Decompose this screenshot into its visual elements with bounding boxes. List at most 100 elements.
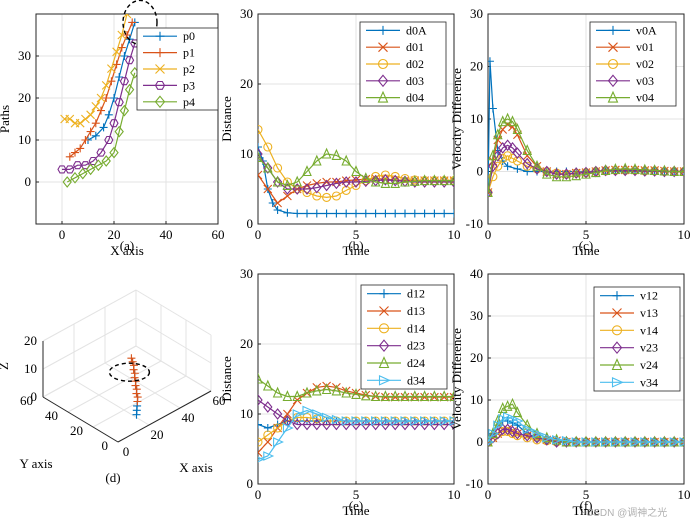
data-point-d24 xyxy=(449,390,454,402)
data-point-d0A xyxy=(268,199,277,207)
data-point-v34 xyxy=(591,437,603,447)
panel-caption: (f) xyxy=(580,498,593,513)
legend-label-d34: d34 xyxy=(407,373,425,387)
legend-marker-v14 xyxy=(611,325,623,336)
data-point-p3 xyxy=(109,119,119,128)
data-point-d14 xyxy=(273,423,283,433)
legend-marker-v01 xyxy=(608,42,618,53)
data-point-d03 xyxy=(258,148,263,160)
x-tick-label: 0 xyxy=(485,487,492,502)
data-point-d34 xyxy=(439,416,451,426)
series-layer xyxy=(57,14,140,188)
x-tick-label: 20 xyxy=(108,227,121,242)
legend-marker-v13 xyxy=(612,308,622,318)
x-tick-label: 0 xyxy=(123,444,130,459)
trajectory-point xyxy=(128,357,137,366)
wall-grid-z xyxy=(42,289,137,342)
data-point-v04 xyxy=(581,167,591,179)
z-axis-label: Z xyxy=(0,362,11,370)
data-point-d04 xyxy=(282,179,293,191)
data-point-d34 xyxy=(258,456,265,463)
data-point-d24 xyxy=(429,390,440,402)
data-point-d0A xyxy=(361,209,370,218)
data-point-d04 xyxy=(439,174,450,186)
panel-caption: (e) xyxy=(349,498,363,513)
data-point-p2 xyxy=(75,118,85,128)
data-point-p2 xyxy=(112,47,121,57)
data-point-d34 xyxy=(410,416,422,426)
data-point-v34 xyxy=(552,435,563,445)
data-point-v04 xyxy=(512,123,523,135)
data-point-d34 xyxy=(331,414,343,425)
data-point-v04 xyxy=(630,163,640,174)
watermark-text: CSDN @调神之光 xyxy=(586,506,667,519)
legend-label-d12: d12 xyxy=(407,287,425,301)
x-tick-label: 5 xyxy=(353,227,360,242)
legend-marker-p1 xyxy=(155,48,165,58)
legend-label-v0A: v0A xyxy=(636,23,657,37)
data-point-p1 xyxy=(81,136,90,144)
data-point-p3 xyxy=(119,77,130,86)
data-point-d23 xyxy=(351,418,361,431)
data-point-d13 xyxy=(430,392,439,402)
trajectory-point xyxy=(130,369,139,378)
y-tick-label: 10 xyxy=(18,132,31,147)
data-point-d03 xyxy=(292,183,302,195)
data-point-v34 xyxy=(601,437,612,447)
data-point-v04 xyxy=(551,170,562,182)
legend-marker-v0A xyxy=(608,25,618,35)
trajectory-point xyxy=(132,385,141,394)
data-point-p4 xyxy=(114,125,124,138)
data-point-v34 xyxy=(679,437,684,447)
data-point-d04 xyxy=(380,177,391,188)
data-point-d04 xyxy=(311,154,322,166)
data-point-p3 xyxy=(65,165,75,174)
data-point-p3 xyxy=(57,165,67,174)
data-point-d24 xyxy=(302,386,312,398)
data-point-p1 xyxy=(107,77,116,86)
series-layer xyxy=(258,124,454,218)
data-point-v23 xyxy=(679,436,684,448)
data-point-d0A xyxy=(283,208,292,217)
data-point-d34 xyxy=(322,412,333,423)
legend-label-p3: p3 xyxy=(183,78,195,92)
data-point-d13 xyxy=(258,448,263,457)
panel-caption: (c) xyxy=(579,238,593,253)
series-line-v04 xyxy=(488,118,684,193)
data-point-v24 xyxy=(488,435,493,447)
data-point-d0A xyxy=(430,209,439,218)
data-point-v03 xyxy=(502,139,513,152)
data-point-d13 xyxy=(390,392,400,402)
data-point-d01 xyxy=(263,184,273,194)
data-point-v01 xyxy=(493,135,503,145)
data-point-v04 xyxy=(507,115,518,127)
data-point-v04 xyxy=(571,169,582,181)
data-point-p4 xyxy=(78,167,88,180)
data-point-v03 xyxy=(649,165,660,177)
x-tick-label: 0 xyxy=(255,487,262,502)
data-point-v34 xyxy=(542,432,554,443)
legend-label-d0A: d0A xyxy=(406,23,427,37)
y-tick-label: 0 xyxy=(25,174,32,189)
data-point-d34 xyxy=(420,416,431,426)
data-point-v23 xyxy=(591,436,601,448)
data-point-d0A xyxy=(381,209,390,218)
data-point-v04 xyxy=(488,149,498,161)
data-point-d24 xyxy=(321,383,332,395)
panel-caption: (a) xyxy=(120,238,134,253)
data-point-p0 xyxy=(115,73,124,81)
data-point-p1 xyxy=(117,43,126,52)
legend-marker-v23 xyxy=(611,341,623,355)
data-point-p2 xyxy=(65,114,75,124)
data-point-v04 xyxy=(669,165,680,177)
data-point-d14 xyxy=(258,437,263,447)
z-tick-label: 10 xyxy=(24,361,37,376)
data-point-d13 xyxy=(263,437,273,447)
data-point-d03 xyxy=(351,176,361,188)
panel-caption: (b) xyxy=(348,238,363,253)
data-point-d34 xyxy=(263,451,275,461)
x-tick-label: 40 xyxy=(182,410,195,425)
legend-label-d24: d24 xyxy=(407,356,425,370)
data-point-p3 xyxy=(114,98,124,107)
data-point-p4 xyxy=(93,159,104,172)
